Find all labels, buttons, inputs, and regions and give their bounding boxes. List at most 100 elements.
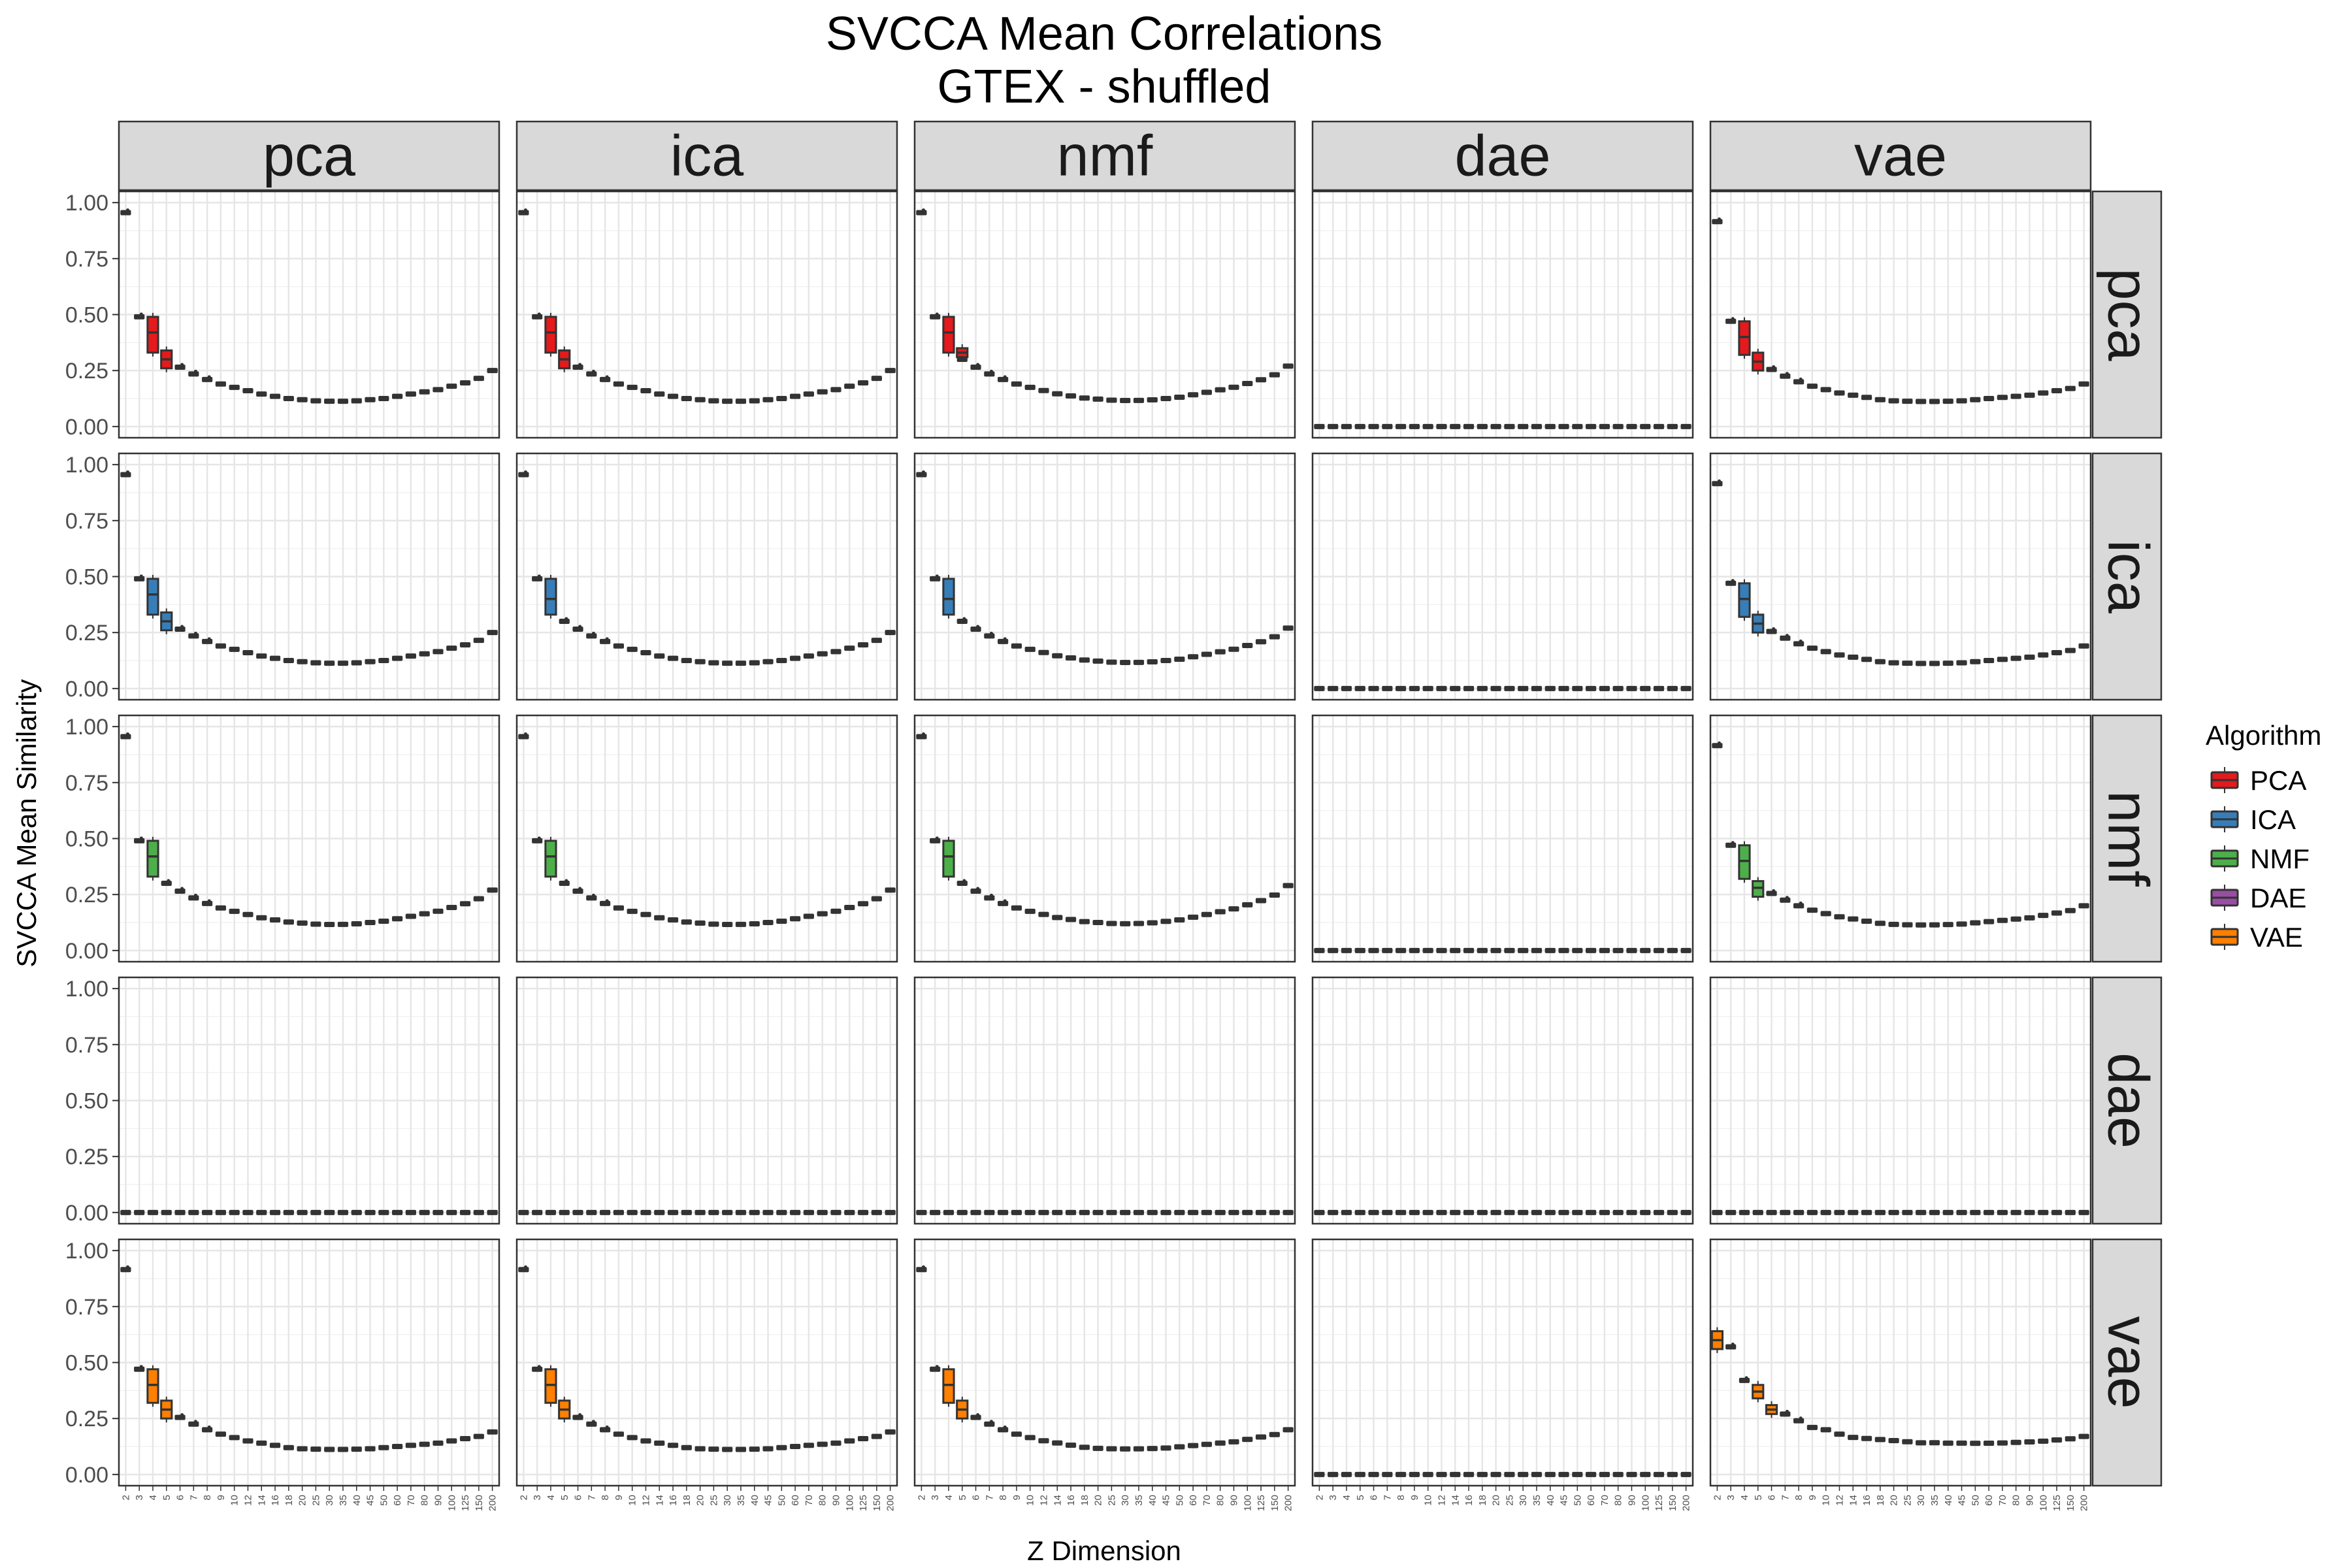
- x-tick-label: 14: [1052, 1495, 1063, 1506]
- legend-item-nmf: NMF: [2210, 843, 2310, 874]
- box-collapsed-z-125: [2051, 1209, 2063, 1215]
- box-collapsed-z-12: [1834, 390, 1845, 396]
- box-collapsed-z-20: [1092, 1209, 1103, 1215]
- panel-ica-vs-nmf: [913, 452, 1296, 701]
- box-collapsed-z-40: [351, 1209, 362, 1215]
- x-tick-label: 18: [1875, 1495, 1886, 1506]
- box-collapsed-z-10: [627, 384, 638, 390]
- outlier-point: [126, 732, 130, 736]
- box-collapsed-z-20: [297, 397, 308, 402]
- legend-item-pca: PCA: [2210, 765, 2306, 796]
- box-collapsed-z-7: [188, 1421, 199, 1427]
- box-collapsed-z-60: [1984, 658, 1995, 664]
- box-collapsed-z-5: [559, 1209, 570, 1215]
- box-collapsed-z-80: [419, 651, 430, 657]
- box-collapsed-z-80: [817, 1209, 828, 1215]
- y-tick-label: 0.75: [65, 247, 108, 272]
- box-collapsed-z-70: [405, 653, 416, 659]
- panel-pca-vs-nmf: [913, 190, 1296, 439]
- box-collapsed-z-70: [803, 391, 814, 397]
- x-tick-label: 6: [175, 1495, 186, 1500]
- x-tick-label: 70: [804, 1495, 815, 1506]
- panel-vae-vs-vae: [1709, 1238, 2092, 1487]
- x-tick-label: 45: [1559, 1495, 1570, 1506]
- row-strip-pca: [2091, 190, 2163, 439]
- outlier-point: [537, 312, 541, 316]
- box-collapsed-z-10: [229, 908, 240, 914]
- box-collapsed-z-90: [830, 649, 841, 655]
- x-tick-label: 125: [1654, 1495, 1665, 1511]
- box-collapsed-z-16: [269, 917, 281, 923]
- outlier-point: [207, 899, 211, 903]
- box-collapsed-z-90: [2024, 654, 2035, 660]
- box-collapsed-z-9: [1409, 423, 1420, 429]
- x-tick-label: 7: [1780, 1495, 1791, 1500]
- box-collapsed-z-90: [2024, 915, 2035, 921]
- column-strip-nmf: [913, 120, 1296, 191]
- box-collapsed-z-6: [174, 1414, 186, 1420]
- box-collapsed-z-2: [1712, 481, 1723, 487]
- box-collapsed-z-14: [1450, 1209, 1461, 1215]
- box-collapsed-z-14: [256, 1209, 267, 1215]
- box-collapsed-z-10: [1024, 646, 1036, 652]
- box-collapsed-z-70: [1997, 1440, 2008, 1446]
- x-tick-label: 9: [613, 1495, 625, 1500]
- panel-ica-vs-vae: [1709, 452, 2092, 701]
- box-collapsed-z-35: [1929, 399, 1940, 404]
- box-collapsed-z-90: [1626, 947, 1637, 953]
- column-strip-label-dae: dae: [1455, 123, 1551, 188]
- y-tick-label: 0.25: [65, 621, 108, 645]
- y-tick-label: 1.00: [65, 977, 108, 1002]
- panel-border: [913, 1238, 1296, 1487]
- box-collapsed-z-8: [600, 376, 611, 382]
- box-collapsed-z-45: [365, 659, 376, 664]
- row-strip-label-dae: dae: [2097, 1053, 2161, 1149]
- box-collapsed-z-18: [681, 1209, 692, 1215]
- box-collapsed-z-80: [1215, 1209, 1226, 1215]
- x-tick-label: 8: [1396, 1495, 1407, 1500]
- box-collapsed-z-18: [1874, 659, 1886, 664]
- box-collapsed-z-125: [857, 380, 869, 386]
- box-collapsed-z-45: [1956, 1209, 1967, 1215]
- box-collapsed-z-8: [202, 1209, 213, 1215]
- box-collapsed-z-8: [1396, 685, 1407, 691]
- box-collapsed-z-3: [930, 314, 941, 319]
- box-collapsed-z-9: [1409, 947, 1420, 953]
- panel-border: [118, 452, 500, 701]
- box-collapsed-z-9: [1409, 1471, 1420, 1477]
- box-collapsed-z-30: [1518, 423, 1529, 429]
- column-strip-label-vae: vae: [1854, 123, 1947, 188]
- box-collapsed-z-90: [433, 1440, 444, 1446]
- box-collapsed-z-70: [803, 1209, 814, 1215]
- panel-border: [515, 190, 898, 439]
- legend-title: Algorithm: [2206, 720, 2321, 751]
- x-tick-label: 16: [1463, 1495, 1475, 1506]
- box-collapsed-z-5: [1354, 1471, 1365, 1477]
- box-collapsed-z-4: [1739, 1209, 1750, 1215]
- box-collapsed-z-7: [1780, 1209, 1791, 1215]
- box-collapsed-z-3: [134, 314, 145, 319]
- box-collapsed-z-3: [1328, 685, 1339, 691]
- box-collapsed-z-100: [1242, 381, 1253, 387]
- x-tick-label: 70: [1599, 1495, 1610, 1506]
- box-collapsed-z-18: [283, 1209, 294, 1215]
- box-collapsed-z-90: [1626, 423, 1637, 429]
- box-collapsed-z-90: [433, 908, 444, 914]
- legend-label-vae: VAE: [2250, 922, 2303, 953]
- box-collapsed-z-25: [1504, 1471, 1515, 1477]
- legend-item-ica: ICA: [2210, 804, 2296, 835]
- box-collapsed-z-14: [654, 391, 665, 397]
- box-collapsed-z-125: [2051, 650, 2063, 656]
- box-collapsed-z-80: [2010, 1209, 2021, 1215]
- box-collapsed-z-125: [1255, 377, 1267, 383]
- box-collapsed-z-9: [1806, 1424, 1818, 1430]
- outlier-point: [207, 375, 211, 379]
- box-collapsed-z-2: [1712, 743, 1723, 749]
- box-collapsed-z-3: [134, 1209, 145, 1215]
- box-collapsed-z-200: [885, 1429, 896, 1435]
- x-tick-label: 50: [1970, 1495, 1981, 1506]
- x-tick-label: 45: [763, 1495, 774, 1506]
- box-collapsed-z-14: [1848, 1435, 1859, 1441]
- box-collapsed-z-2: [120, 1209, 131, 1215]
- box-collapsed-z-10: [1820, 911, 1831, 917]
